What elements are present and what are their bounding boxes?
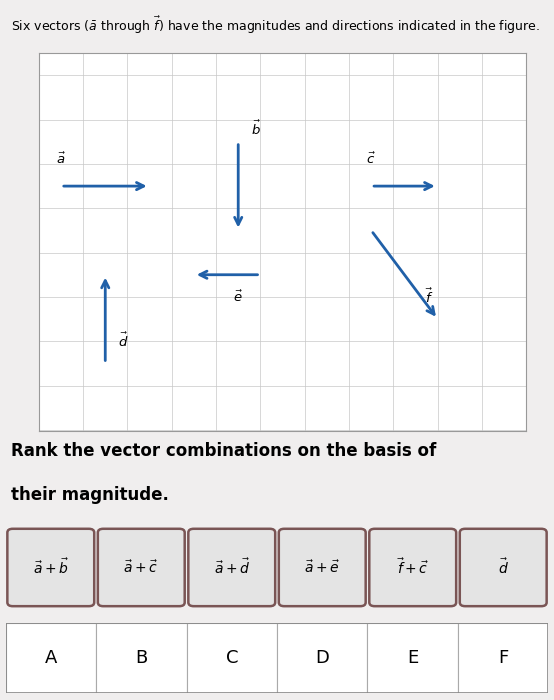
Text: Six vectors ($\bar{a}$ through $\vec{f}$) have the magnitudes and directions ind: Six vectors ($\bar{a}$ through $\vec{f}$… — [11, 15, 540, 36]
Text: $\vec{a}+\vec{d}$: $\vec{a}+\vec{d}$ — [213, 558, 250, 577]
Text: $\vec{c}$: $\vec{c}$ — [366, 152, 376, 167]
Text: $\vec{e}$: $\vec{e}$ — [233, 289, 243, 304]
Text: their magnitude.: their magnitude. — [11, 486, 169, 504]
Text: $\vec{f}$: $\vec{f}$ — [424, 288, 433, 306]
Text: $\vec{f}+\vec{c}$: $\vec{f}+\vec{c}$ — [397, 558, 429, 577]
Bar — [96, 623, 187, 693]
FancyBboxPatch shape — [460, 528, 547, 606]
FancyBboxPatch shape — [188, 528, 275, 606]
Text: C: C — [225, 649, 238, 667]
Text: A: A — [44, 649, 57, 667]
Text: $\vec{b}$: $\vec{b}$ — [251, 119, 261, 138]
Bar — [187, 623, 277, 693]
Bar — [6, 623, 96, 693]
Text: B: B — [135, 649, 147, 667]
Text: $\vec{a}$: $\vec{a}$ — [56, 152, 66, 167]
Text: $\vec{d}$: $\vec{d}$ — [118, 332, 128, 351]
Text: E: E — [407, 649, 418, 667]
Bar — [458, 623, 548, 693]
Bar — [277, 623, 367, 693]
Bar — [367, 623, 458, 693]
FancyBboxPatch shape — [370, 528, 456, 606]
Text: $\vec{a}+\vec{c}$: $\vec{a}+\vec{c}$ — [124, 559, 159, 576]
Text: $\vec{d}$: $\vec{d}$ — [498, 558, 509, 577]
FancyBboxPatch shape — [98, 528, 184, 606]
Text: D: D — [315, 649, 329, 667]
Text: Rank the vector combinations on the basis of: Rank the vector combinations on the basi… — [11, 442, 437, 460]
Text: $\vec{a}+\vec{e}$: $\vec{a}+\vec{e}$ — [304, 559, 340, 576]
FancyBboxPatch shape — [7, 528, 94, 606]
FancyBboxPatch shape — [279, 528, 366, 606]
Text: F: F — [498, 649, 509, 667]
Text: $\vec{a}+\vec{b}$: $\vec{a}+\vec{b}$ — [33, 558, 69, 577]
